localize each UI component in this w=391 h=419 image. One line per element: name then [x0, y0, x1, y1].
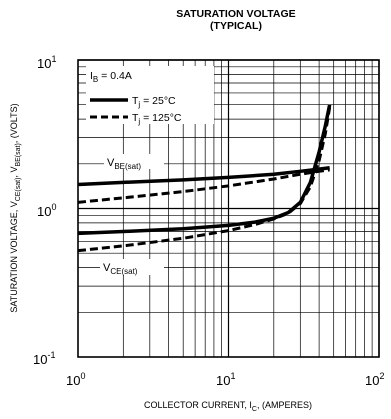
legend-label-125c: Tj = 125°C: [132, 112, 182, 126]
chart-title: SATURATION VOLTAGE: [176, 8, 295, 20]
svg-text:102: 102: [365, 371, 384, 388]
x-tick-label: 101: [216, 371, 235, 388]
series-line-vce-125c: [77, 107, 332, 253]
svg-text:10-1: 10-1: [33, 350, 55, 367]
svg-text:100: 100: [37, 202, 56, 219]
svg-text:VCE(sat): VCE(sat): [103, 262, 138, 276]
annotation-vce: VCE(sat): [100, 259, 164, 276]
plot-frame: [77, 59, 380, 358]
svg-text:VBE(sat): VBE(sat): [107, 157, 141, 171]
legend-condition: IB = 0.4A: [90, 70, 132, 84]
legend-background: [86, 66, 214, 124]
x-axis-title: COLLECTOR CURRENT, IC, (AMPERES): [144, 400, 312, 413]
legend: IB = 0.4A Tj = 25°C Tj = 125°C: [86, 66, 214, 126]
x-tick-label: 102: [365, 371, 384, 388]
chart-subtitle: (TYPICAL): [210, 20, 262, 32]
y-tick-label: 10-1: [33, 350, 55, 367]
y-tick-label: 101: [37, 54, 56, 71]
x-tick-label: 100: [66, 371, 85, 388]
svg-text:101: 101: [216, 371, 235, 388]
y-tick-label: 100: [37, 202, 56, 219]
svg-text:100: 100: [66, 371, 85, 388]
y-axis-title: SATURATION VOLTAGE, VCE(sat), VBE(sat), …: [9, 103, 22, 312]
annotation-vbe: VBE(sat): [104, 154, 164, 171]
legend-label-25c: Tj = 25°C: [132, 95, 176, 109]
series-group: [77, 104, 332, 253]
svg-text:101: 101: [37, 54, 56, 71]
series-line-vbe-125c: [77, 168, 330, 204]
